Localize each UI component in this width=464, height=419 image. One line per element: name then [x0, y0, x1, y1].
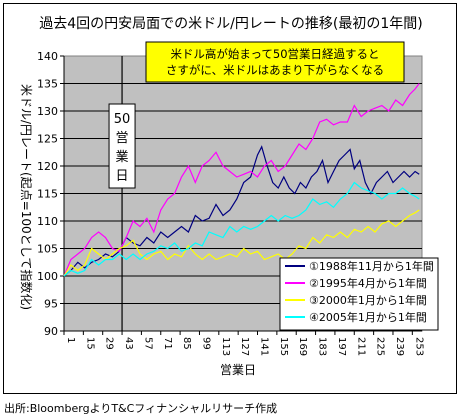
y-tick-label-135: 135: [37, 78, 58, 91]
series-line-3: [63, 209, 420, 277]
chart-title: 過去4回の円安局面での米ドル/円レートの推移(最初の1年間): [39, 15, 422, 32]
vertical-marker-label-box: [108, 103, 136, 189]
legend-label-4: ④2005年1月から1年間: [309, 310, 427, 324]
x-tick-label-239: 239: [394, 337, 405, 356]
x-tick-label-99: 99: [200, 337, 211, 350]
x-tick-label-197: 197: [336, 337, 347, 356]
vertical-marker-label-1: 営: [116, 131, 129, 146]
y-tick-label-100: 100: [37, 270, 58, 283]
y-tick-label-110: 110: [37, 215, 58, 228]
vertical-marker-label-0: 50: [114, 112, 131, 127]
x-tick-label-183: 183: [317, 337, 328, 356]
series-line-4: [63, 181, 420, 277]
series-line-2: [63, 83, 420, 277]
annotation-line-1: 米ドル高が始まって50営業日経過すると: [170, 47, 379, 61]
y-tick-label-95: 95: [44, 298, 58, 311]
x-tick-label-141: 141: [259, 337, 270, 356]
x-tick-label-225: 225: [375, 337, 386, 356]
annotation-box: [145, 41, 405, 83]
y-tick-label-140: 140: [37, 50, 58, 63]
y-tick-label-115: 115: [37, 188, 58, 201]
chart-frame: 過去4回の円安局面での米ドル/円レートの推移(最初の1年間) 90 95 100 10…: [3, 3, 457, 394]
y-axis-label: 米ドル/円レート(起点=100として指数化): [19, 84, 34, 310]
x-tick-label-155: 155: [278, 337, 289, 356]
y-tick-label-130: 130: [37, 105, 58, 118]
x-tick-label-113: 113: [220, 337, 231, 356]
y-tick-label-125: 125: [37, 133, 58, 146]
x-axis-label: 営業日: [220, 363, 256, 377]
legend-label-2: ②1995年4月から1年間: [309, 276, 427, 290]
x-tick-label-15: 15: [84, 337, 95, 350]
source-note: 出所:BloombergよりT&Cフィナンシャルリサーチ作成: [4, 402, 278, 415]
x-tick-label-57: 57: [142, 337, 153, 350]
x-tick-label-29: 29: [104, 337, 115, 350]
y-tick-label-120: 120: [37, 160, 58, 173]
vertical-marker-label-3: 日: [116, 169, 129, 184]
x-tick-label-1: 1: [65, 337, 76, 343]
x-tick-label-169: 169: [297, 337, 308, 356]
annotation-line-2: さすがに、米ドルはあまり下がらなくなる: [166, 63, 384, 77]
legend-label-1: ①1988年11月から1年間: [309, 259, 434, 273]
y-tick-label-105: 105: [37, 243, 58, 256]
x-tick-label-211: 211: [355, 337, 366, 356]
chart-svg: 過去4回の円安局面での米ドル/円レートの推移(最初の1年間) 90 95 100 10…: [19, 15, 439, 377]
x-tick-label-253: 253: [413, 337, 424, 356]
legend-box: [279, 257, 439, 331]
y-tick-label-90: 90: [44, 325, 58, 338]
vertical-marker-label-2: 業: [116, 149, 129, 165]
x-tick-label-85: 85: [181, 337, 192, 350]
x-tick-label-127: 127: [239, 337, 250, 356]
x-tick-label-43: 43: [123, 337, 134, 350]
x-tick-label-71: 71: [162, 337, 173, 350]
series-line-1: [63, 145, 420, 277]
legend-label-3: ③2000年1月から1年間: [309, 293, 427, 307]
